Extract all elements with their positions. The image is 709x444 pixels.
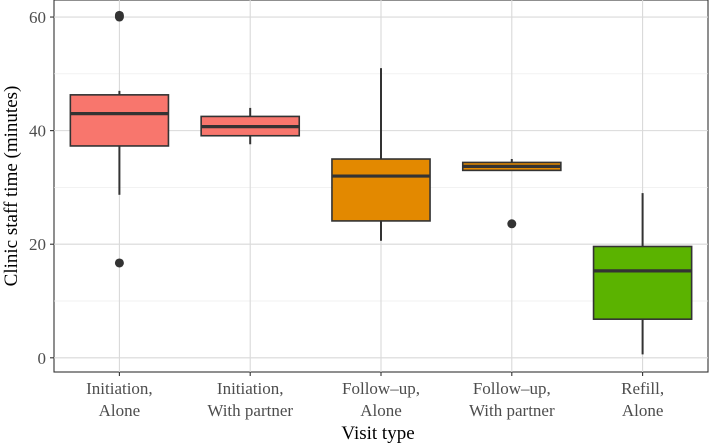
- x-axis-title: Visit type: [341, 423, 414, 444]
- box-2: [200, 107, 301, 145]
- x-category-label: Refill,: [621, 379, 664, 398]
- y-axis-title: Clinic staff time (minutes): [1, 86, 22, 287]
- outlier-point: [507, 219, 517, 229]
- x-category-label: With partner: [207, 401, 293, 420]
- x-category-label: Initiation,: [217, 379, 284, 398]
- x-category-label: Initiation,: [86, 379, 153, 398]
- y-tick-label: 60: [29, 8, 46, 27]
- x-category-label: Follow–up,: [473, 379, 551, 398]
- box-1: [69, 10, 170, 268]
- x-category-label: Alone: [622, 401, 664, 420]
- box-5: [592, 193, 693, 355]
- y-tick-label: 20: [29, 235, 46, 254]
- box-body: [331, 158, 431, 222]
- box-body: [69, 94, 170, 147]
- box-3: [331, 68, 431, 241]
- outlier-point: [114, 10, 124, 20]
- box-body: [592, 245, 693, 320]
- outlier-point: [114, 258, 124, 268]
- y-axis-ticks: 0 20 40 60: [29, 8, 54, 368]
- box-series: [69, 10, 693, 355]
- y-tick-label: 40: [29, 122, 46, 141]
- box-4: [461, 159, 562, 229]
- x-category-label: Alone: [99, 401, 141, 420]
- x-category-label: Follow–up,: [342, 379, 420, 398]
- x-category-label: Alone: [360, 401, 402, 420]
- x-axis-ticks: Initiation, Alone Initiation, With partner F…: [86, 372, 664, 420]
- x-category-label: With partner: [469, 401, 555, 420]
- y-tick-label: 0: [38, 349, 47, 368]
